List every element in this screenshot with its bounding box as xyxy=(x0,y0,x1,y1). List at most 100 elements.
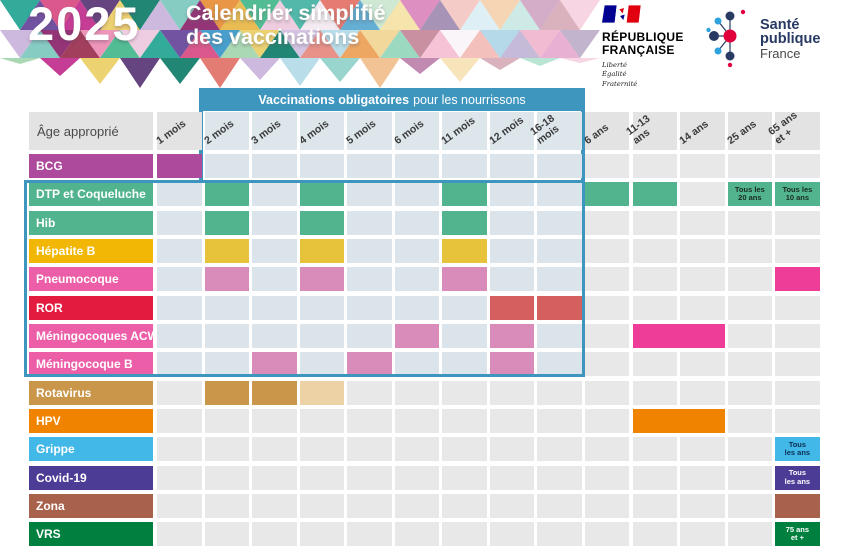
poster-title: Calendrier simplifié des vaccinations xyxy=(186,1,386,49)
column-header-label: 4 mois xyxy=(296,117,331,147)
cell-vrs-14-ans xyxy=(680,522,725,547)
cell-vrs-6-mois xyxy=(394,522,440,547)
poster-title-line1: Calendrier simplifié xyxy=(186,1,386,25)
cell-meningocoque-b-1-mois xyxy=(157,352,202,377)
cell-dtp-et-coqueluche-14-ans xyxy=(680,182,725,207)
row-label-zona: Zona xyxy=(29,493,153,518)
cell-covid-19-6-mois xyxy=(394,465,440,490)
cell-pneumocoque-25-ans xyxy=(727,267,773,292)
cell-meningocoque-b-2-mois xyxy=(204,352,250,377)
cell-pneumocoque-6-ans xyxy=(584,267,630,292)
cell-covid-19-2-mois xyxy=(204,465,250,490)
dose-cell-dtp-et-coqueluche-11-13-ans xyxy=(632,182,677,207)
cell-pneumocoque-14-ans xyxy=(680,267,725,292)
cell-bcg-25-ans xyxy=(727,154,773,178)
column-header-1-mois: 1 mois xyxy=(154,112,202,150)
dose-cell-ror-12-mois xyxy=(489,295,535,320)
cell-grippe-6-ans xyxy=(584,437,630,462)
cell-pneumocoque-3-mois xyxy=(252,267,297,292)
cell-zona-2-mois xyxy=(204,493,250,518)
cell-meningocoque-b-14-ans xyxy=(680,352,725,377)
cell-zona-11-mois xyxy=(442,493,487,518)
column-header-label: 2 mois xyxy=(201,117,236,147)
column-header-14-ans: 14 ans xyxy=(677,112,725,150)
cell-hepatite-b-65-ans-et xyxy=(775,238,820,263)
row-label-covid-19: Covid-19 xyxy=(29,465,153,490)
cell-rotavirus-11-13-ans xyxy=(632,380,677,405)
cell-zona-16-18-mois xyxy=(537,493,582,518)
cell-grippe-11-mois xyxy=(442,437,487,462)
cell-ror-25-ans xyxy=(727,295,773,320)
dose-cell-hib-2-mois xyxy=(204,210,250,235)
cell-rotavirus-12-mois xyxy=(489,380,535,405)
obligatory-banner-rest: pour les nourrissons xyxy=(413,92,526,107)
cell-meningocoques-acwy-6-ans xyxy=(584,323,630,348)
cell-covid-19-6-ans xyxy=(584,465,630,490)
cell-vrs-11-13-ans xyxy=(632,522,677,547)
dose-cell-meningocoque-b-5-mois xyxy=(347,352,392,377)
cell-covid-19-25-ans xyxy=(727,465,773,490)
cell-hib-14-ans xyxy=(680,210,725,235)
dose-cell-ror-16-18-mois xyxy=(537,295,582,320)
cell-hpv-3-mois xyxy=(252,408,297,433)
row-label-vrs: VRS xyxy=(29,522,153,547)
cell-pneumocoque-11-13-ans xyxy=(632,267,677,292)
dose-cell-meningocoque-b-12-mois xyxy=(489,352,535,377)
cell-ror-4-mois xyxy=(299,295,345,320)
cell-hib-65-ans-et xyxy=(775,210,820,235)
dose-cell-hib-11-mois xyxy=(442,210,487,235)
cell-hpv-5-mois xyxy=(347,408,392,433)
cell-zona-6-mois xyxy=(394,493,440,518)
cell-meningocoques-acwy-65-ans-et xyxy=(775,323,820,348)
cell-meningocoques-acwy-16-18-mois xyxy=(537,323,582,348)
cell-grippe-12-mois xyxy=(489,437,535,462)
cell-meningocoque-b-25-ans xyxy=(727,352,773,377)
column-header-12-mois: 12 mois xyxy=(487,112,535,150)
row-label-ror: ROR xyxy=(29,295,153,320)
cell-hepatite-b-5-mois xyxy=(347,238,392,263)
sante-publique-france-logo: Santé publique France xyxy=(706,8,820,70)
cell-covid-19-5-mois xyxy=(347,465,392,490)
cell-ror-11-13-ans xyxy=(632,295,677,320)
cell-vrs-16-18-mois xyxy=(537,522,582,547)
cell-ror-6-mois xyxy=(394,295,440,320)
cell-vrs-12-mois xyxy=(489,522,535,547)
column-header-6-mois: 6 mois xyxy=(392,112,440,150)
cell-zona-25-ans xyxy=(727,493,773,518)
cell-hib-6-ans xyxy=(584,210,630,235)
cell-rotavirus-16-18-mois xyxy=(537,380,582,405)
cell-covid-19-11-mois xyxy=(442,465,487,490)
cell-bcg-5-mois xyxy=(347,154,392,178)
row-label-rotavirus: Rotavirus xyxy=(29,380,153,405)
cell-pneumocoque-5-mois xyxy=(347,267,392,292)
republique-francaise-logo: RÉPUBLIQUE FRANÇAISE Liberté Égalité Fra… xyxy=(602,4,707,89)
cell-rotavirus-25-ans xyxy=(727,380,773,405)
cell-rotavirus-65-ans-et xyxy=(775,380,820,405)
spf-text-line1: Santé xyxy=(760,16,800,33)
cell-ror-1-mois xyxy=(157,295,202,320)
cell-bcg-14-ans xyxy=(680,154,725,178)
cell-meningocoques-acwy-3-mois xyxy=(252,323,297,348)
row-label-hpv: HPV xyxy=(29,408,153,433)
column-header-label: 25 ans xyxy=(724,117,759,147)
cell-meningocoques-acwy-1-mois xyxy=(157,323,202,348)
cell-zona-11-13-ans xyxy=(632,493,677,518)
dose-cell-grippe-65-ans-et: Tous les ans xyxy=(775,437,820,462)
cell-hepatite-b-16-18-mois xyxy=(537,238,582,263)
cell-covid-19-12-mois xyxy=(489,465,535,490)
cell-hpv-1-mois xyxy=(157,408,202,433)
cell-meningocoque-b-6-ans xyxy=(584,352,630,377)
column-header-label: 5 mois xyxy=(344,117,379,147)
cell-zona-1-mois xyxy=(157,493,202,518)
cell-covid-19-11-13-ans xyxy=(632,465,677,490)
dose-cell-dtp-et-coqueluche-65-ans-et: Tous les 10 ans xyxy=(775,182,820,207)
cell-hepatite-b-12-mois xyxy=(489,238,535,263)
cell-hepatite-b-14-ans xyxy=(680,238,725,263)
cell-rotavirus-11-mois xyxy=(442,380,487,405)
dose-cell-hepatite-b-2-mois xyxy=(204,238,250,263)
obligatory-banner-bold: Vaccinations obligatoires xyxy=(258,92,410,107)
cell-grippe-25-ans xyxy=(727,437,773,462)
cell-covid-19-16-18-mois xyxy=(537,465,582,490)
dose-cell-meningocoques-acwy-11-13-ans xyxy=(632,323,725,348)
cell-hpv-12-mois xyxy=(489,408,535,433)
